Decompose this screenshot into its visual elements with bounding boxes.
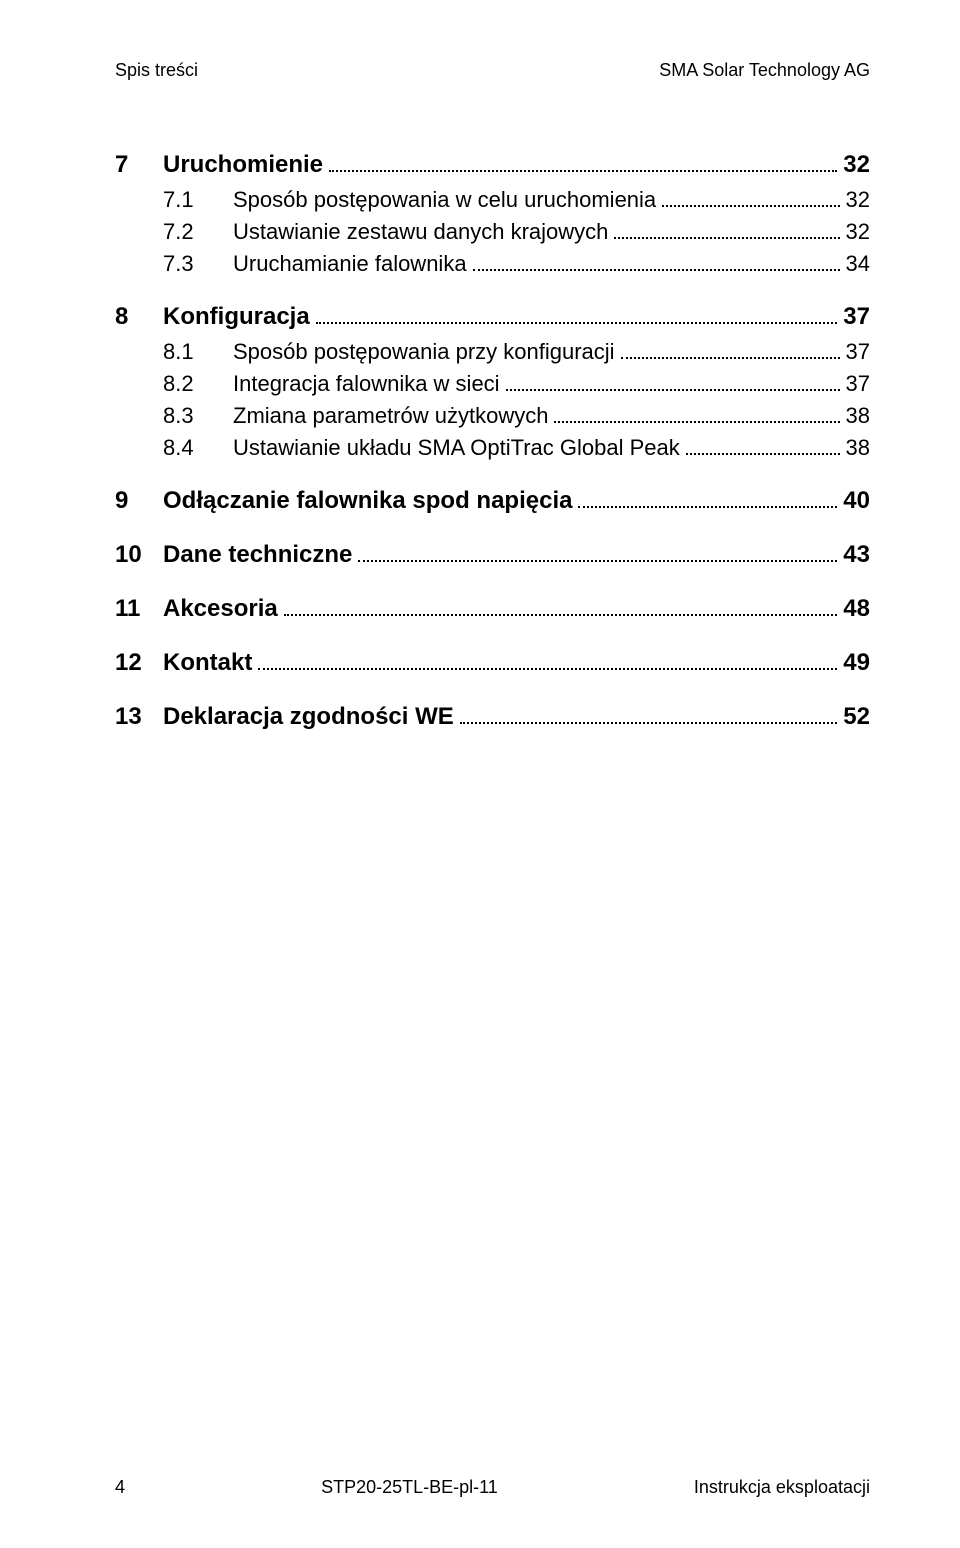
toc-title: Sposób postępowania przy konfiguracji xyxy=(233,339,615,365)
toc-title: Ustawianie zestawu danych krajowych xyxy=(233,219,608,245)
toc-title: Uruchomienie xyxy=(163,151,323,179)
footer-doc-type: Instrukcja eksploatacji xyxy=(694,1477,870,1498)
toc-number: 8.1 xyxy=(163,339,233,365)
toc-number: 12 xyxy=(115,649,163,677)
toc-chapter-row: 9Odłączanie falownika spod napięcia 40 xyxy=(115,487,870,515)
toc-leader-dots xyxy=(258,651,837,670)
toc-title: Zmiana parametrów użytkowych xyxy=(233,403,548,429)
toc-title: Konfiguracja xyxy=(163,303,310,331)
toc-number: 9 xyxy=(115,487,163,515)
toc-chapter-row: 7Uruchomienie 32 xyxy=(115,151,870,179)
toc-leader-dots xyxy=(614,221,839,239)
toc-page: 37 xyxy=(843,303,870,331)
toc-page: 38 xyxy=(846,435,870,461)
toc-title: Integracja falownika w sieci xyxy=(233,371,500,397)
toc-title: Akcesoria xyxy=(163,595,278,623)
toc-chapter-row: 12Kontakt 49 xyxy=(115,649,870,677)
toc-sub-row: 8.1Sposób postępowania przy konfiguracji… xyxy=(115,339,870,365)
toc-number: 11 xyxy=(115,595,163,623)
toc-sub-row: 8.3Zmiana parametrów użytkowych 38 xyxy=(115,403,870,429)
toc-number: 8.4 xyxy=(163,435,233,461)
toc-title: Odłączanie falownika spod napięcia xyxy=(163,487,572,515)
toc-page: 37 xyxy=(846,371,870,397)
toc-chapter-row: 8Konfiguracja 37 xyxy=(115,303,870,331)
toc-sub-row: 8.2Integracja falownika w sieci 37 xyxy=(115,371,870,397)
toc-page: 43 xyxy=(843,541,870,569)
toc-chapter-row: 10Dane techniczne 43 xyxy=(115,541,870,569)
footer-page-number: 4 xyxy=(115,1477,125,1498)
toc-number: 7.2 xyxy=(163,219,233,245)
header-right: SMA Solar Technology AG xyxy=(659,60,870,81)
footer-doc-code: STP20-25TL-BE-pl-11 xyxy=(321,1477,498,1498)
toc-number: 13 xyxy=(115,703,163,731)
toc-leader-dots xyxy=(506,373,840,391)
toc-title: Sposób postępowania w celu uruchomienia xyxy=(233,187,656,213)
toc-sub-row: 7.1Sposób postępowania w celu uruchomien… xyxy=(115,187,870,213)
toc-title: Uruchamianie falownika xyxy=(233,251,467,277)
toc-number: 7.1 xyxy=(163,187,233,213)
page-footer: 4 STP20-25TL-BE-pl-11 Instrukcja eksploa… xyxy=(115,1477,870,1498)
header-left: Spis treści xyxy=(115,60,198,81)
toc-number: 8.2 xyxy=(163,371,233,397)
toc-number: 8 xyxy=(115,303,163,331)
toc-page: 38 xyxy=(846,403,870,429)
toc-page: 32 xyxy=(843,151,870,179)
toc-sub-row: 8.4Ustawianie układu SMA OptiTrac Global… xyxy=(115,435,870,461)
toc-number: 7.3 xyxy=(163,251,233,277)
toc-leader-dots xyxy=(621,341,840,359)
toc-number: 7 xyxy=(115,151,163,179)
toc-leader-dots xyxy=(460,705,838,724)
toc-leader-dots xyxy=(473,253,840,271)
toc-page: 40 xyxy=(843,487,870,515)
toc-page: 52 xyxy=(843,703,870,731)
toc-title: Kontakt xyxy=(163,649,252,677)
page-header: Spis treści SMA Solar Technology AG xyxy=(115,60,870,81)
toc-page: 32 xyxy=(846,187,870,213)
toc-page: 37 xyxy=(846,339,870,365)
toc-leader-dots xyxy=(554,405,839,423)
toc-page: 48 xyxy=(843,595,870,623)
table-of-contents: 7Uruchomienie327.1Sposób postępowania w … xyxy=(115,151,870,731)
toc-number: 8.3 xyxy=(163,403,233,429)
toc-leader-dots xyxy=(686,437,840,455)
toc-leader-dots xyxy=(358,543,837,562)
toc-sub-row: 7.3Uruchamianie falownika 34 xyxy=(115,251,870,277)
toc-chapter-row: 13Deklaracja zgodności WE 52 xyxy=(115,703,870,731)
toc-sub-row: 7.2Ustawianie zestawu danych krajowych 32 xyxy=(115,219,870,245)
toc-page: 49 xyxy=(843,649,870,677)
toc-leader-dots xyxy=(316,305,838,324)
toc-leader-dots xyxy=(284,597,838,616)
toc-title: Deklaracja zgodności WE xyxy=(163,703,454,731)
toc-leader-dots xyxy=(329,153,837,172)
toc-title: Dane techniczne xyxy=(163,541,352,569)
toc-number: 10 xyxy=(115,541,163,569)
toc-page: 34 xyxy=(846,251,870,277)
toc-title: Ustawianie układu SMA OptiTrac Global Pe… xyxy=(233,435,680,461)
toc-leader-dots xyxy=(662,189,839,207)
toc-chapter-row: 11Akcesoria 48 xyxy=(115,595,870,623)
toc-page: 32 xyxy=(846,219,870,245)
toc-leader-dots xyxy=(578,489,837,508)
